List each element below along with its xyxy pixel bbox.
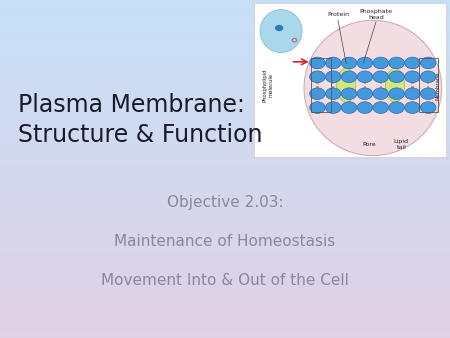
Ellipse shape <box>260 9 302 53</box>
Bar <box>427 77 429 84</box>
Bar <box>427 86 429 93</box>
Text: Objective 2.03:: Objective 2.03: <box>166 195 284 210</box>
Text: Phospholipid
molecule: Phospholipid molecule <box>262 69 273 102</box>
Bar <box>411 86 414 93</box>
Circle shape <box>389 57 405 69</box>
Circle shape <box>310 102 325 114</box>
Circle shape <box>341 71 357 83</box>
Text: Plasma Membrane:
Structure & Function: Plasma Membrane: Structure & Function <box>18 93 262 147</box>
Circle shape <box>325 71 341 83</box>
Bar <box>380 86 382 93</box>
Bar <box>418 58 438 112</box>
Circle shape <box>373 71 388 83</box>
Circle shape <box>389 102 405 114</box>
Circle shape <box>275 25 284 31</box>
Circle shape <box>405 88 420 100</box>
Circle shape <box>420 102 436 114</box>
Text: Pore: Pore <box>363 142 377 147</box>
Circle shape <box>389 71 405 83</box>
Circle shape <box>420 71 436 83</box>
Bar <box>396 86 398 93</box>
Bar <box>316 86 319 93</box>
Bar <box>348 86 350 93</box>
Ellipse shape <box>337 68 356 102</box>
Circle shape <box>373 88 388 100</box>
Circle shape <box>341 57 357 69</box>
Circle shape <box>420 88 436 100</box>
Text: Phosphate
head: Phosphate head <box>360 9 392 20</box>
Text: Lipid
tail: Lipid tail <box>394 140 409 150</box>
Circle shape <box>373 102 388 114</box>
Circle shape <box>405 57 420 69</box>
Circle shape <box>373 57 388 69</box>
Circle shape <box>325 102 341 114</box>
Circle shape <box>310 71 325 83</box>
Circle shape <box>389 88 405 100</box>
Circle shape <box>325 57 341 69</box>
Circle shape <box>310 57 325 69</box>
Bar <box>316 77 319 84</box>
Circle shape <box>405 71 420 83</box>
Circle shape <box>357 57 373 69</box>
Circle shape <box>357 88 373 100</box>
Circle shape <box>357 71 373 83</box>
Bar <box>310 58 331 112</box>
Bar <box>332 77 334 84</box>
Bar <box>348 77 350 84</box>
Circle shape <box>341 102 357 114</box>
Bar <box>380 77 382 84</box>
Circle shape <box>357 102 373 114</box>
Bar <box>364 86 366 93</box>
Bar <box>364 77 366 84</box>
Circle shape <box>325 88 341 100</box>
Ellipse shape <box>386 68 405 102</box>
Bar <box>411 77 414 84</box>
Bar <box>396 77 398 84</box>
Circle shape <box>420 57 436 69</box>
Bar <box>332 86 334 93</box>
Text: Movement Into & Out of the Cell: Movement Into & Out of the Cell <box>101 273 349 288</box>
Circle shape <box>405 102 420 114</box>
Circle shape <box>310 88 325 100</box>
Text: Membrane: Membrane <box>435 71 441 99</box>
Ellipse shape <box>304 20 441 155</box>
Text: Protein: Protein <box>327 12 349 17</box>
Circle shape <box>341 88 357 100</box>
Text: Maintenance of Homeostasis: Maintenance of Homeostasis <box>114 234 336 249</box>
Bar <box>254 3 446 157</box>
